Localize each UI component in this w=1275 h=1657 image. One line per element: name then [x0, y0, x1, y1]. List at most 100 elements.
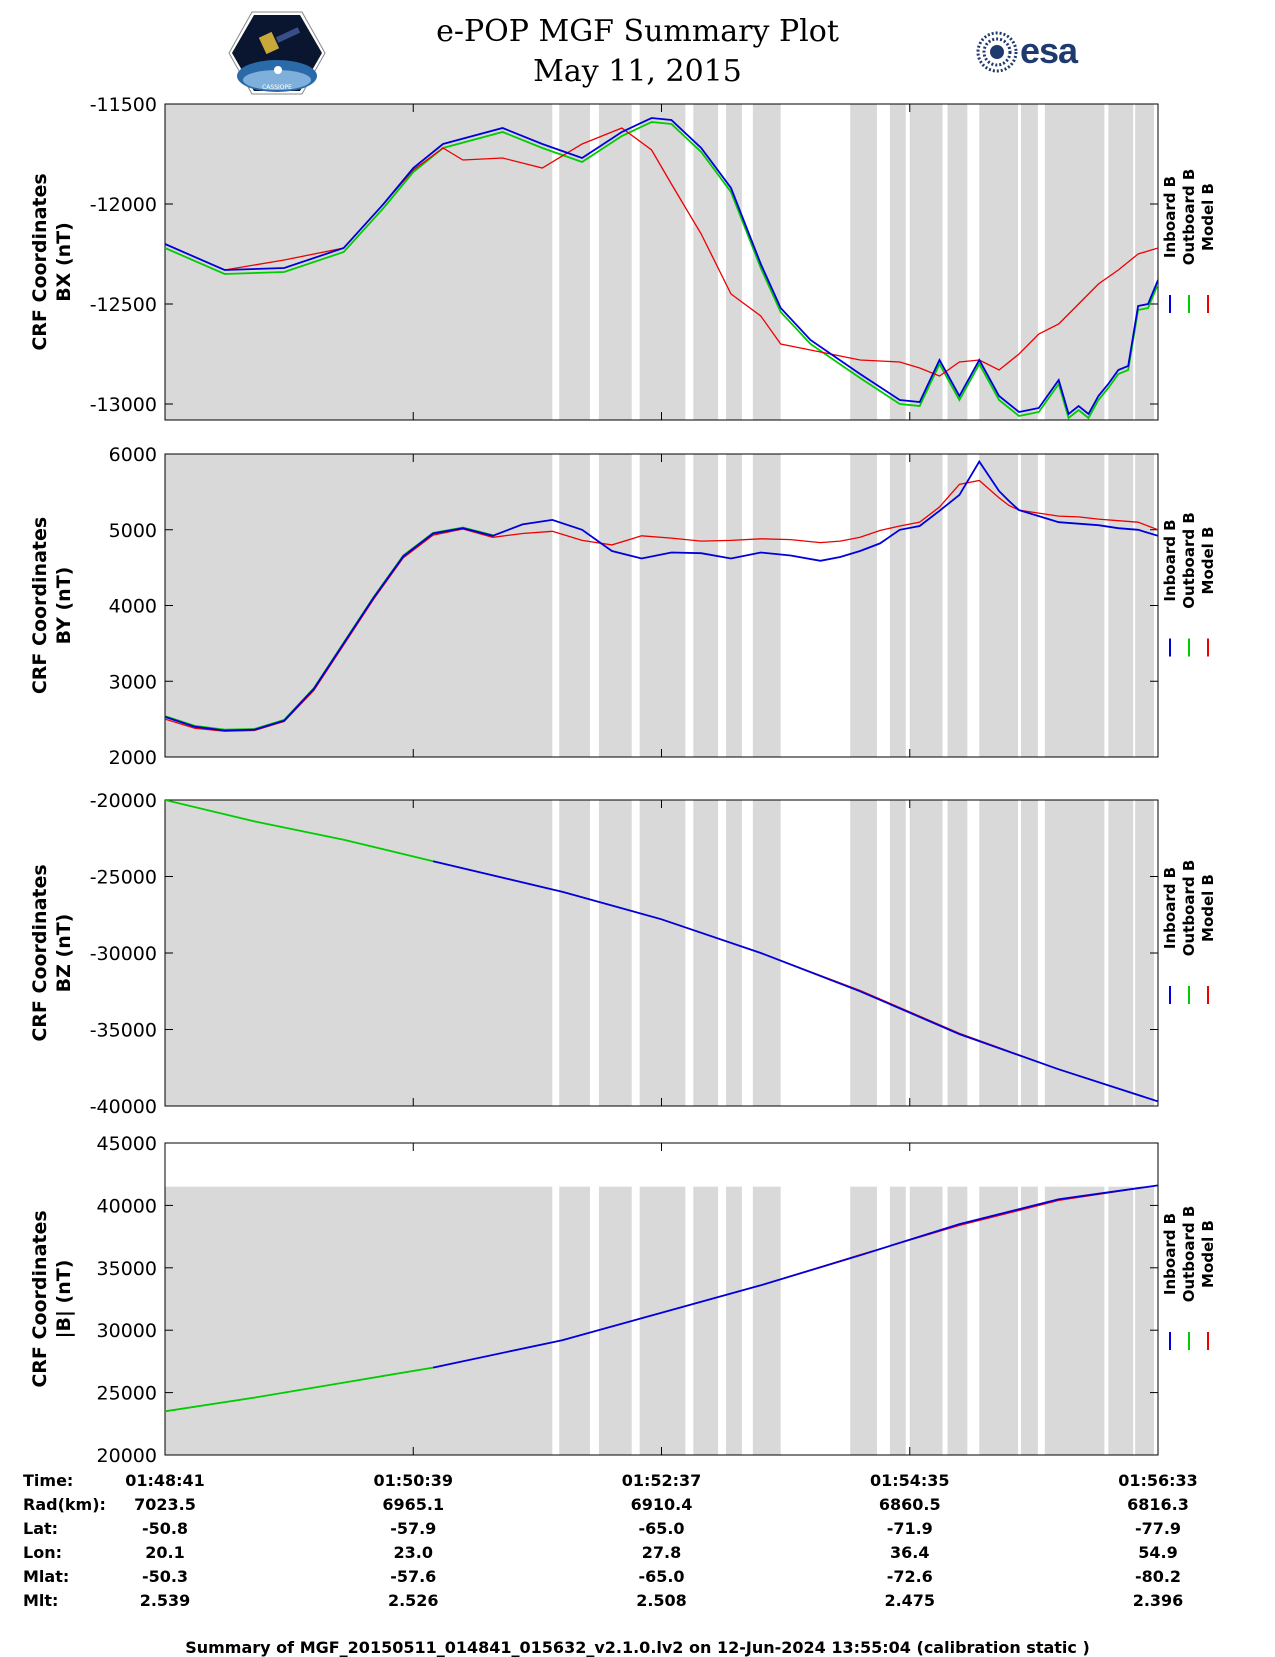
legend-label: Model B: [1199, 1220, 1217, 1288]
legend-label: Inboard B: [1161, 867, 1179, 949]
shaded-interval: [850, 800, 877, 1106]
series-line-outboard-b: [165, 121, 1158, 420]
chart-panel-2: 6000 5000 4000 3000 2000 CRF Coordinates BY (n…: [29, 444, 1217, 769]
shaded-interval: [726, 454, 742, 757]
table-cell-rad: 6816.3: [1127, 1495, 1189, 1514]
shaded-interval: [947, 104, 968, 420]
shaded-interval: [693, 454, 719, 757]
y-tick-label: -20000: [90, 790, 157, 812]
table-row-label: Time:: [23, 1471, 73, 1490]
legend-label: Outboard B: [1180, 169, 1198, 266]
shaded-interval: [1020, 104, 1038, 420]
y-tick-label: 5000: [109, 520, 157, 542]
shaded-interval: [559, 454, 591, 757]
shaded-interval: [165, 1186, 553, 1455]
shaded-interval: [693, 800, 719, 1106]
legend-label: Inboard B: [1161, 1213, 1179, 1295]
shaded-interval: [1108, 454, 1134, 757]
esa-logo: [976, 31, 1018, 73]
ephemeris-table: Time: Rad(km): Lat: Lon: Mlat: Mlt: 01:48:41 70…: [23, 1471, 1198, 1610]
y-axis-label: CRF Coordinates: [29, 517, 51, 694]
shaded-interval: [726, 1186, 742, 1455]
shaded-interval: [1020, 454, 1038, 757]
chart-panel-3: -20000 -25000 -30000 -35000 -40000 CRF Coordi…: [29, 790, 1217, 1118]
table-cell-mlt: 2.508: [636, 1591, 687, 1610]
shaded-interval: [752, 104, 781, 420]
table-cell-lat: -57.9: [390, 1519, 436, 1538]
table-cell-lon: 27.8: [642, 1543, 681, 1562]
table-cell-lon: 36.4: [890, 1543, 929, 1562]
shaded-interval: [1044, 1186, 1105, 1455]
shaded-interval: [909, 1186, 943, 1455]
page-date: May 11, 2015: [533, 54, 742, 89]
table-cell-time: 01:54:35: [870, 1471, 950, 1490]
shaded-interval: [165, 800, 553, 1106]
y-tick-label: -11500: [90, 94, 157, 116]
shaded-interval: [947, 454, 968, 757]
y-axis-unit-label: BZ (nT): [53, 914, 75, 993]
shaded-interval: [693, 1186, 719, 1455]
epop-logo-text: CASSIOPE: [262, 84, 292, 91]
shaded-interval: [979, 1186, 1018, 1455]
shaded-interval: [1044, 800, 1105, 1106]
y-tick-label: 30000: [97, 1320, 157, 1342]
shaded-interval: [979, 800, 1018, 1106]
shaded-interval: [752, 800, 781, 1106]
shaded-interval: [1108, 800, 1134, 1106]
shaded-interval: [1135, 800, 1155, 1106]
shaded-interval: [1020, 800, 1038, 1106]
shaded-interval: [559, 800, 591, 1106]
shaded-interval: [693, 104, 719, 420]
y-tick-label: -13000: [90, 394, 157, 416]
y-tick-label: 3000: [109, 671, 157, 693]
series-line-inboard-b: [165, 459, 1158, 732]
shaded-interval: [1108, 1186, 1134, 1455]
series-line-inboard-b: [432, 1184, 1158, 1369]
y-tick-label: 40000: [97, 1195, 157, 1217]
shaded-interval: [889, 800, 906, 1106]
table-cell-lon: 54.9: [1138, 1543, 1177, 1562]
y-tick-label: 35000: [97, 1258, 157, 1280]
legend-label: Inboard B: [1161, 519, 1179, 601]
shaded-interval: [889, 1186, 906, 1455]
y-tick-label: -35000: [90, 1020, 157, 1042]
epop-mission-logo: CASSIOPE: [228, 11, 326, 95]
table-cell-lat: -71.9: [887, 1519, 933, 1538]
shaded-interval: [165, 104, 553, 420]
shaded-interval: [1135, 1186, 1155, 1455]
shaded-interval: [559, 1186, 591, 1455]
y-tick-label: 2000: [109, 747, 157, 769]
shaded-interval: [726, 104, 742, 420]
legend-label: Outboard B: [1180, 860, 1198, 957]
table-cell-lon: 23.0: [394, 1543, 433, 1562]
legend-label: Model B: [1199, 183, 1217, 251]
shaded-interval: [752, 1186, 781, 1455]
shaded-interval: [752, 454, 781, 757]
shaded-interval: [979, 454, 1018, 757]
shaded-interval: [1044, 454, 1105, 757]
footer-summary: Summary of MGF_20150511_014841_015632_v2…: [185, 1638, 1090, 1657]
series-line-model-b: [165, 127, 1158, 377]
table-cell-mlt: 2.539: [140, 1591, 191, 1610]
y-tick-label: -12500: [90, 294, 157, 316]
legend-label: Outboard B: [1180, 1206, 1198, 1303]
shaded-interval: [639, 800, 686, 1106]
table-cell-rad: 6965.1: [382, 1495, 444, 1514]
y-axis-label: CRF Coordinates: [29, 864, 51, 1041]
shaded-interval: [165, 454, 553, 757]
y-tick-label: 20000: [97, 1445, 157, 1467]
chart-panel-1: -11500 -12000 -12500 -13000 CRF Coordinates B…: [29, 94, 1217, 421]
table-row-label: Mlat:: [23, 1567, 69, 1586]
shaded-interval: [598, 104, 632, 420]
legend-label: Model B: [1199, 874, 1217, 942]
shaded-interval: [639, 454, 686, 757]
table-cell-rad: 6860.5: [879, 1495, 941, 1514]
table-cell-mlat: -80.2: [1135, 1567, 1181, 1586]
shaded-interval: [1044, 104, 1105, 420]
series-line-outboard-b: [165, 800, 434, 863]
shaded-interval: [598, 1186, 632, 1455]
y-tick-label: -25000: [90, 867, 157, 889]
table-cell-mlt: 2.526: [388, 1591, 439, 1610]
header: CASSIOPE esa e-POP MGF Summary Plot May …: [0, 0, 1275, 100]
